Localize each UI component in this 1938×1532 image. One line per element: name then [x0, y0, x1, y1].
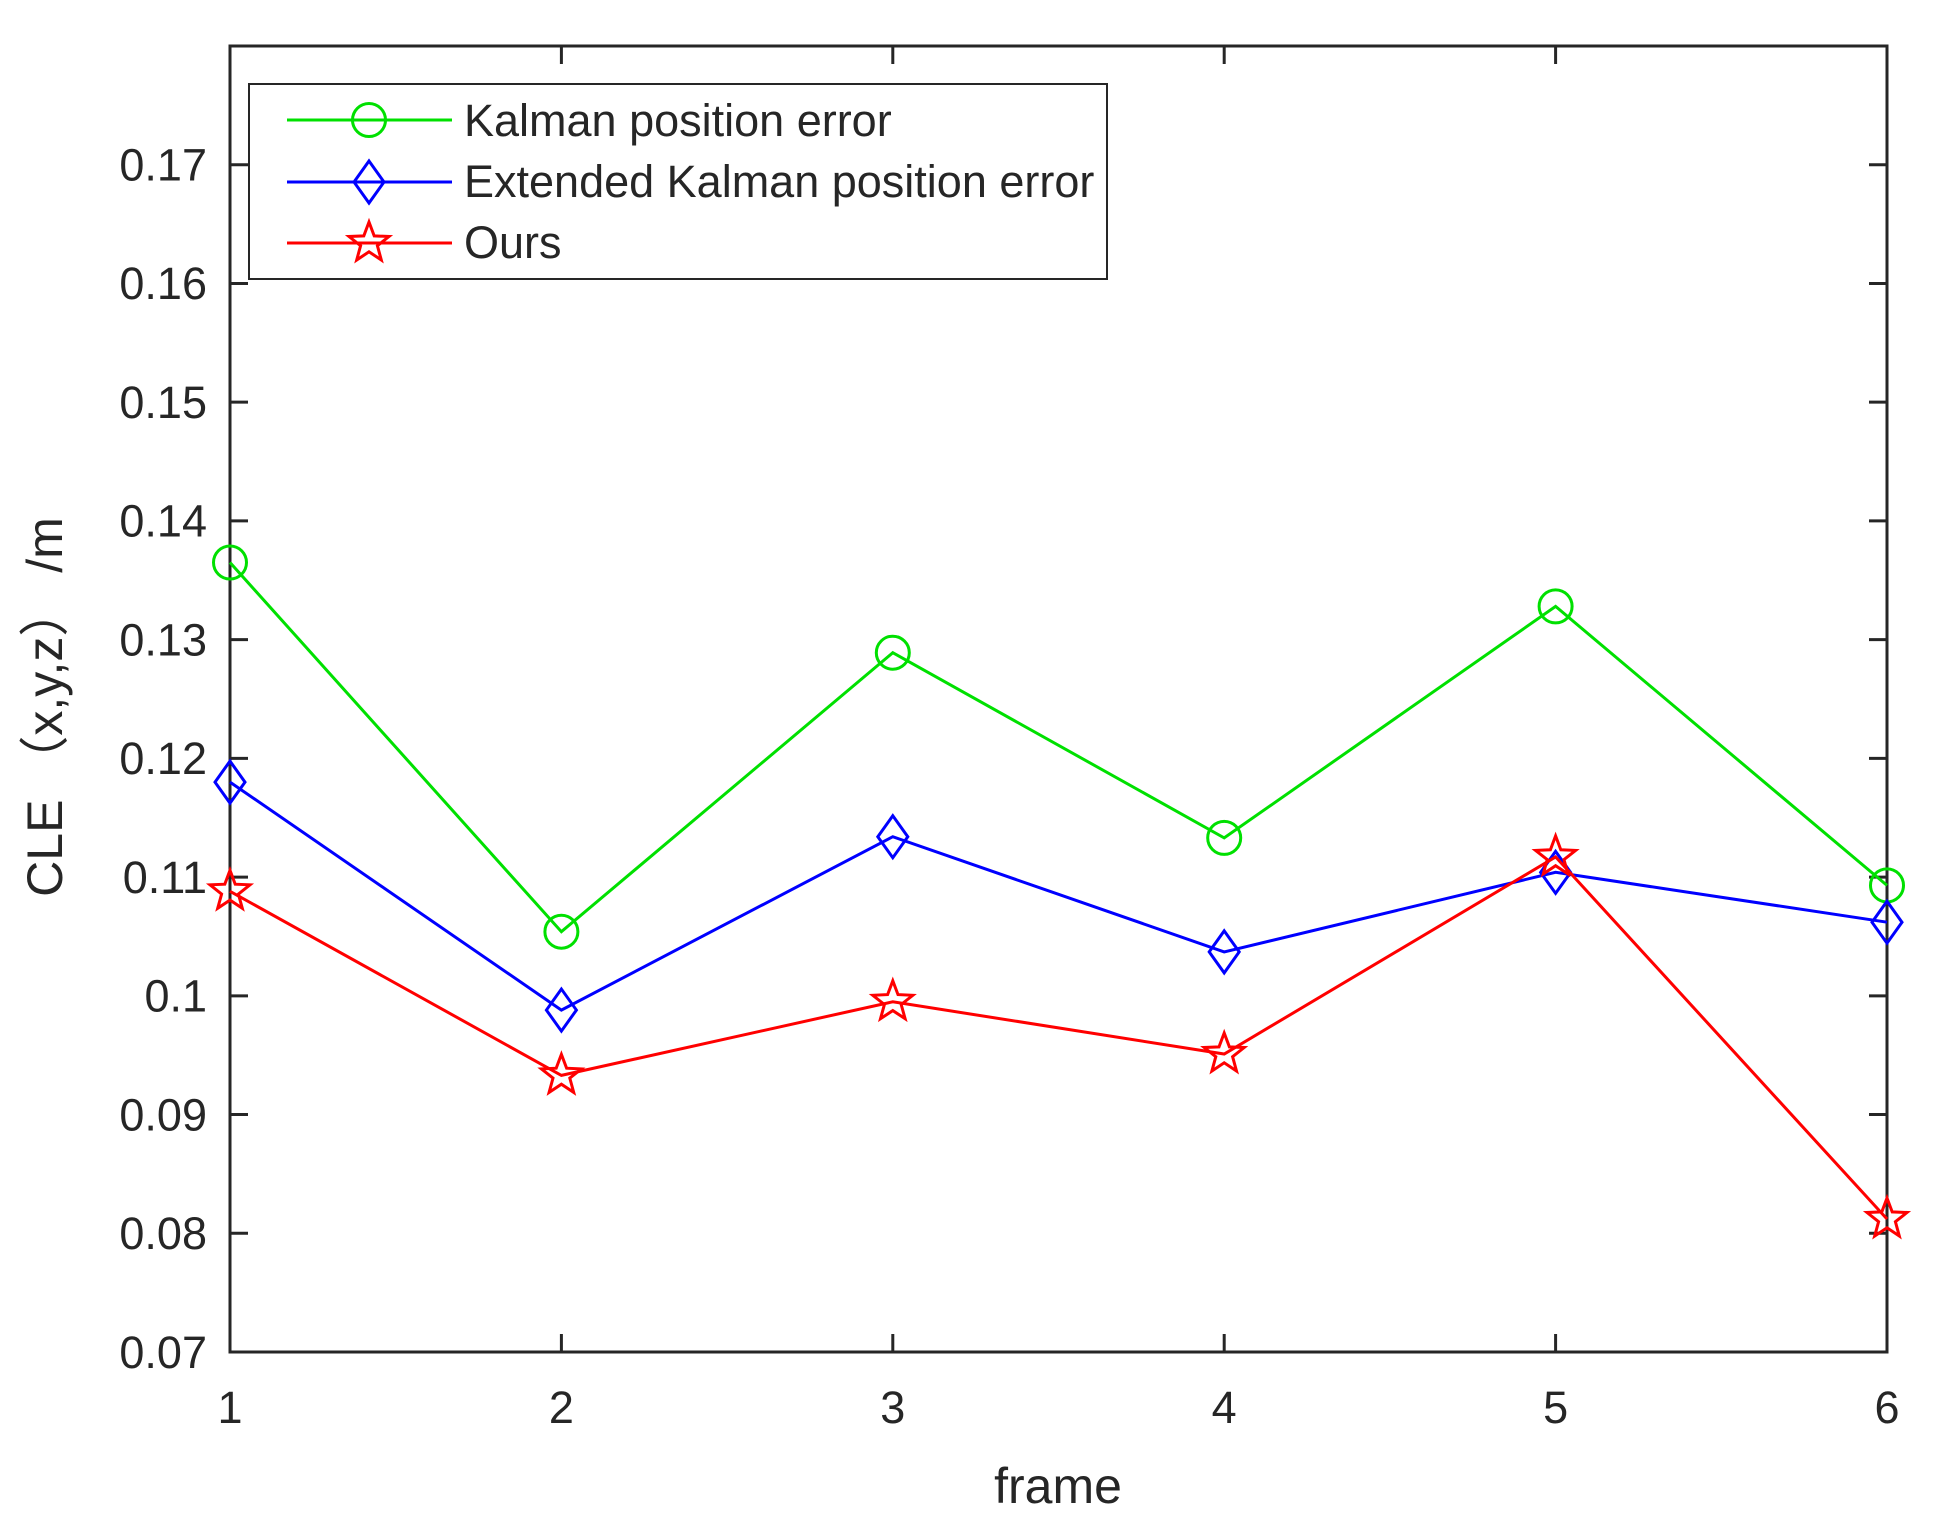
plot-box [228, 44, 1889, 1354]
series-line [229, 780, 1888, 1012]
axes: 0.07 0.08 0.09 0.1 0.11 0.12 0.13 0.14 0.15 0.16 0… [119, 44, 1900, 1433]
y-tick-label: 0.09 [119, 1089, 207, 1140]
x-tick-label: 2 [549, 1382, 574, 1433]
x-axis-label: frame [994, 1458, 1122, 1514]
data-marker [344, 217, 394, 264]
x-tick-label: 5 [1543, 1382, 1568, 1433]
series-kalman-position-error [212, 544, 1905, 950]
legend-item-label: Ours [464, 217, 562, 269]
y-tick-label: 0.15 [119, 377, 207, 428]
data-marker [1206, 819, 1243, 856]
data-marker [351, 102, 387, 139]
data-marker [544, 986, 579, 1034]
data-marker [537, 1050, 586, 1096]
y-tick-label: 0.17 [119, 139, 207, 190]
series-extended-kalman-position-error [213, 758, 1904, 1034]
legend-item-label: Kalman position error [464, 94, 892, 146]
legend: Kalman position error Extended Kalman pos… [248, 83, 1108, 280]
star-marker-icon [287, 217, 452, 264]
y-tick-label: 0.08 [119, 1208, 207, 1259]
data-marker [875, 813, 910, 861]
data-marker [213, 758, 247, 806]
x-tick-label: 3 [880, 1382, 905, 1433]
y-tick-label: 0.12 [119, 733, 207, 784]
legend-item-label: Extended Kalman position error [464, 156, 1095, 207]
data-marker [1537, 588, 1574, 625]
y-tick-label: 0.14 [119, 496, 207, 547]
data-marker [205, 866, 255, 912]
data-marker [212, 544, 248, 581]
circle-marker-icon [287, 102, 452, 139]
data-marker [1207, 928, 1242, 976]
legend-item: Kalman position error [250, 94, 1106, 146]
legend-item: Extended Kalman position error [250, 156, 1106, 208]
data-marker [868, 976, 917, 1023]
data-marker [874, 634, 911, 671]
y-tick-label: 0.1 [144, 971, 207, 1022]
plot-series [205, 544, 1912, 1240]
legend-item: Ours [250, 217, 1106, 269]
x-tick-label: 4 [1212, 1382, 1237, 1433]
y-axis-label: CLE （x,y,z） /m [17, 517, 73, 897]
data-marker [1862, 1193, 1912, 1240]
data-marker [543, 913, 580, 950]
series-ours [205, 831, 1912, 1240]
y-tick-label: 0.16 [119, 258, 207, 309]
diamond-marker-icon [287, 157, 452, 206]
data-marker [1200, 1028, 1249, 1075]
series-line [229, 854, 1889, 1221]
data-marker [1531, 831, 1580, 878]
x-tick-label: 1 [217, 1382, 242, 1433]
y-tick-label: 0.11 [123, 852, 207, 903]
data-marker [1870, 898, 1904, 946]
y-tick-label: 0.13 [119, 614, 207, 665]
series-line [228, 561, 1888, 934]
data-marker [352, 157, 386, 206]
x-tick-label: 6 [1874, 1382, 1899, 1433]
y-tick-label: 0.07 [119, 1327, 207, 1378]
